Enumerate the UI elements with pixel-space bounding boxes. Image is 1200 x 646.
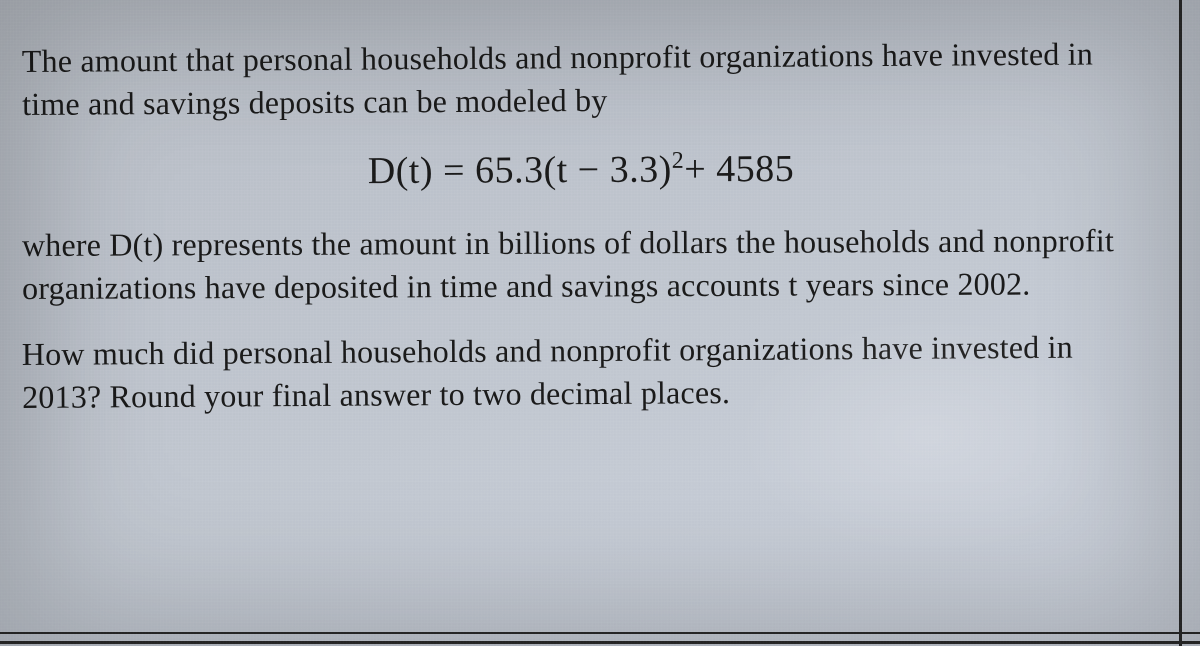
page-border-right [1179,0,1182,646]
eq-paren-close: ) [659,149,672,191]
eq-a: 65.3 [475,150,544,192]
eq-exponent: 2 [672,148,685,174]
intro-paragraph: The amount that personal households and … [22,32,1141,126]
explain-paragraph: where D(t) represents the amount in bill… [22,219,1140,310]
worksheet-page: The amount that personal households and … [0,0,1200,646]
eq-h: 3.3 [610,149,659,191]
model-equation: D(t) = 65.3(t − 3.3)2+ 4585 [22,145,1140,195]
eq-paren-open: (t [543,149,567,191]
eq-plus: + [684,149,716,191]
page-border-bottom-thick [0,641,1200,644]
page-border-bottom-thin [0,632,1200,634]
question-paragraph: How much did personal households and non… [22,325,1141,419]
eq-k: 4585 [716,148,794,190]
eq-lhs: D(t) [368,150,434,192]
eq-equals: = [433,150,475,192]
eq-minus: − [568,149,610,191]
problem-content: The amount that personal households and … [0,0,1200,419]
